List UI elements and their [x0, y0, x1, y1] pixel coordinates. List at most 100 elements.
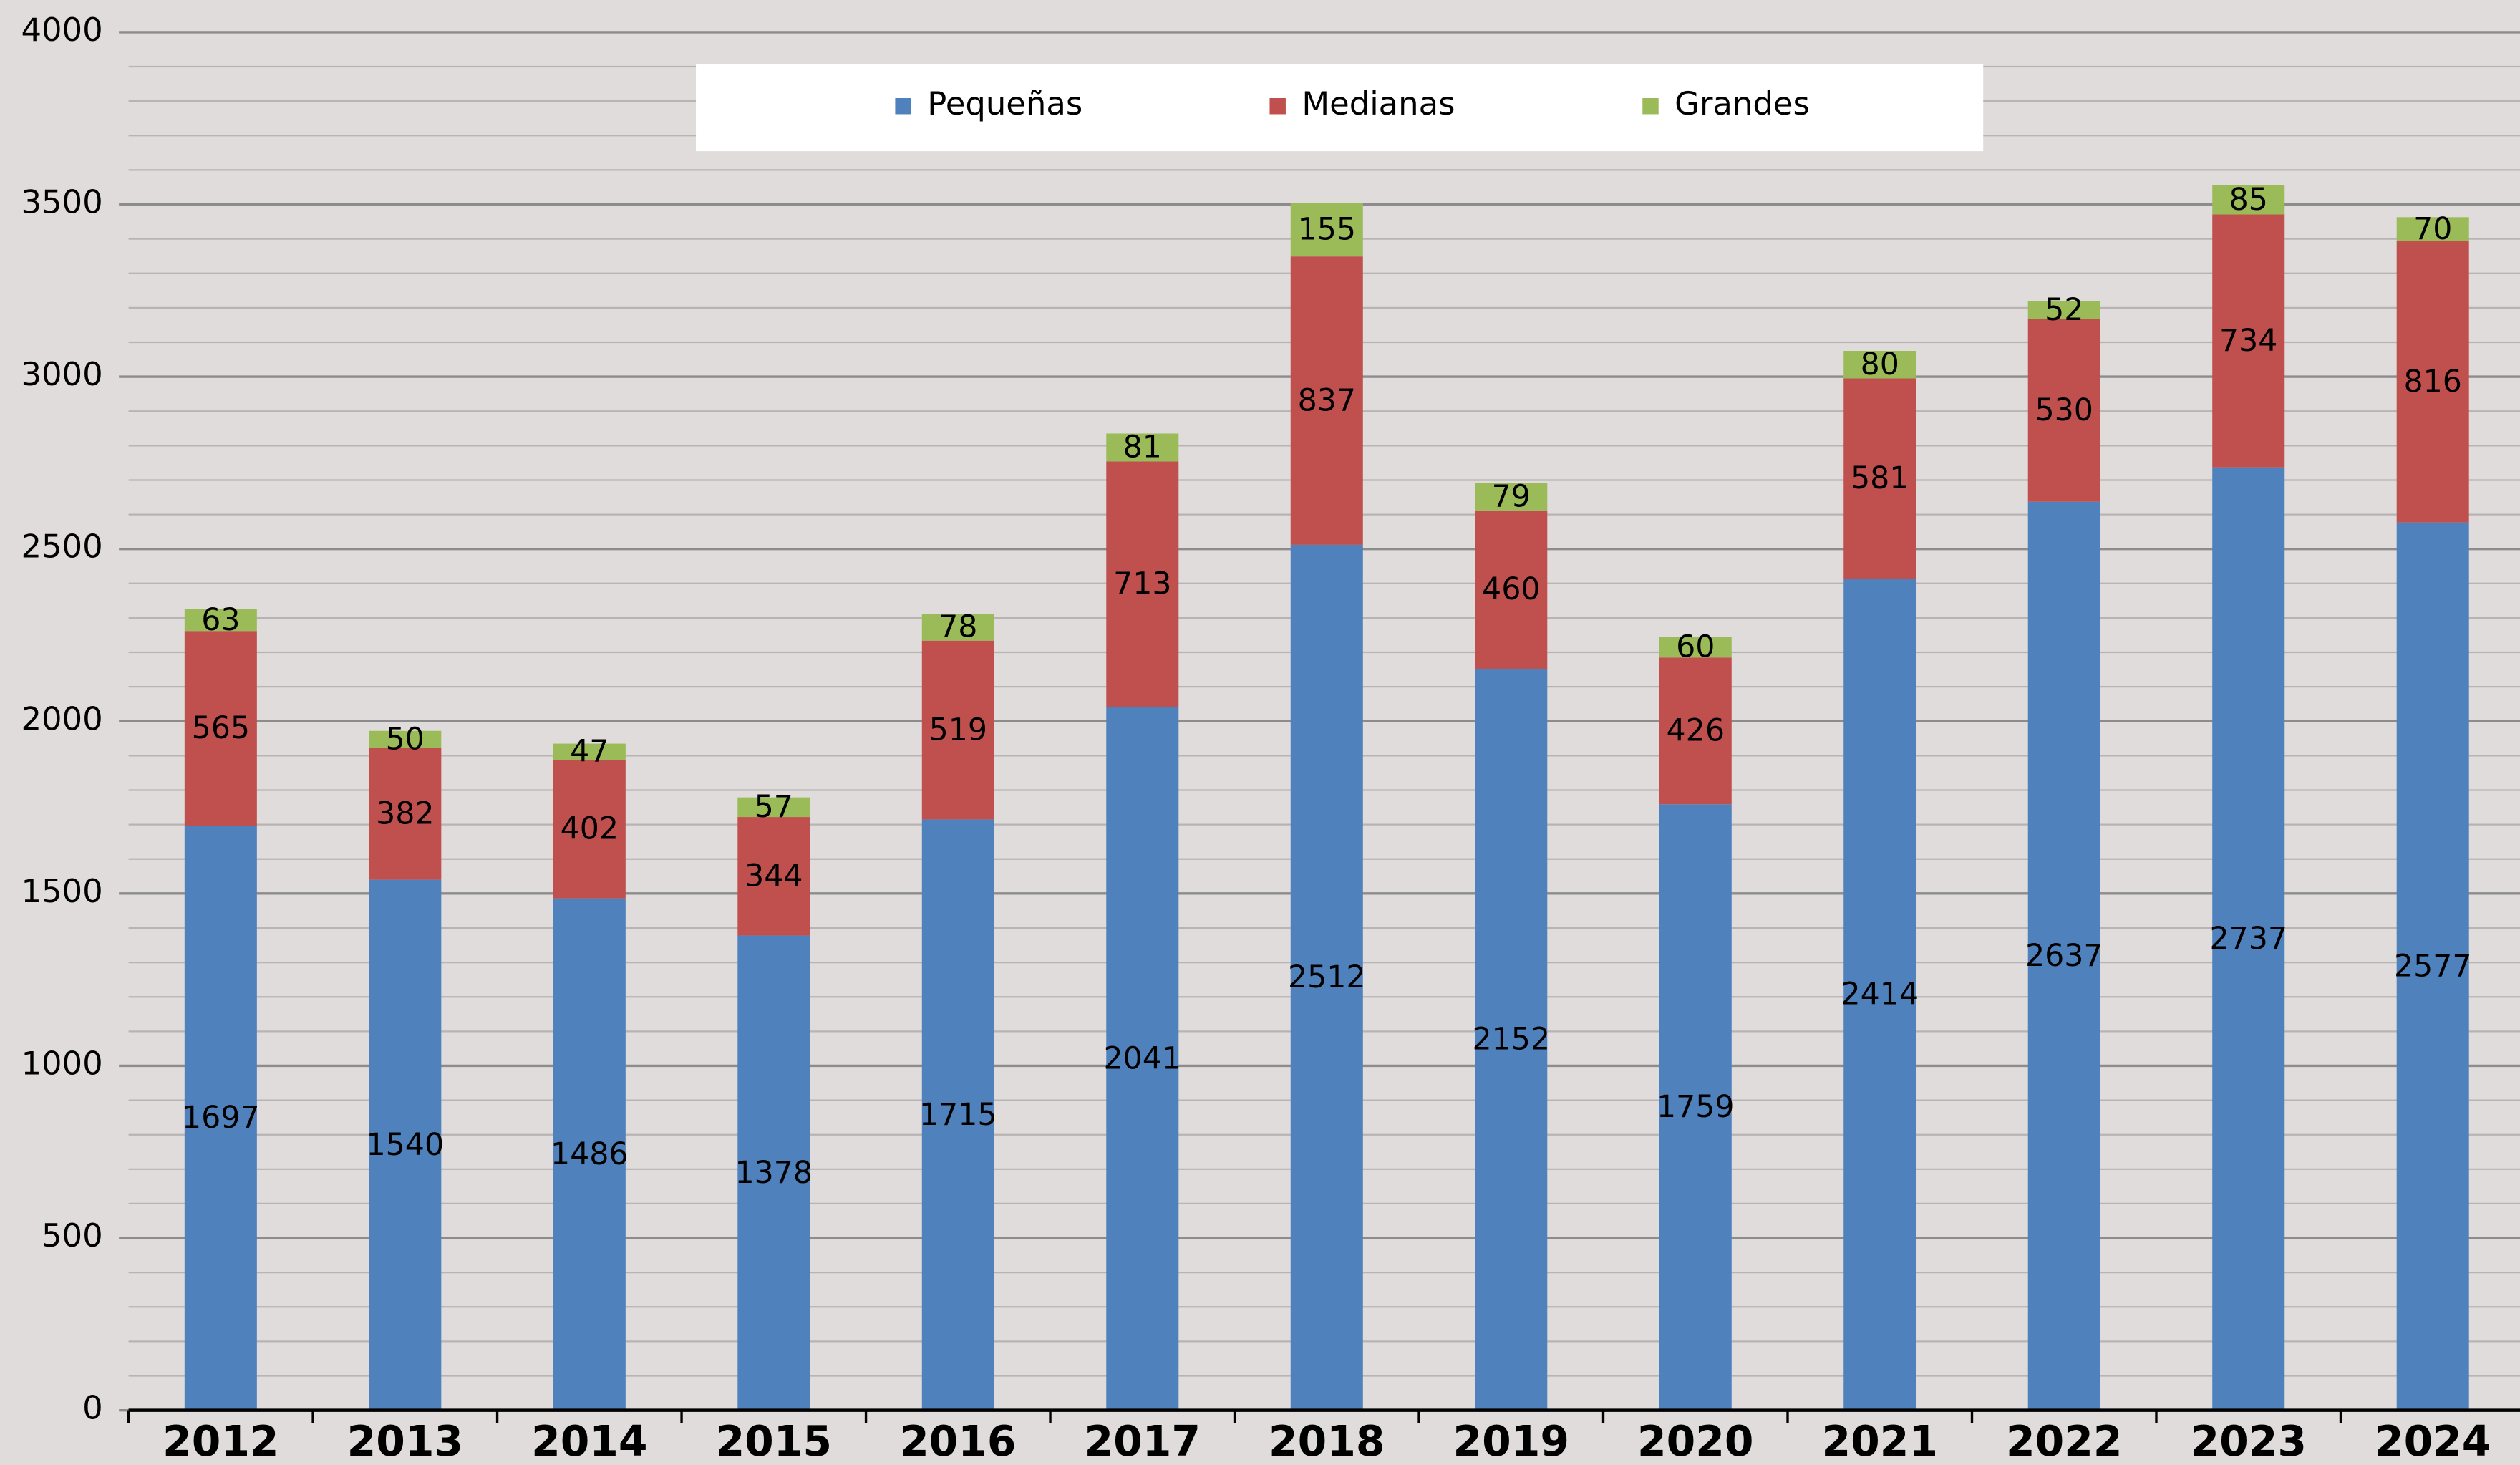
bar-segment [2027, 319, 2100, 502]
bar-segment [1475, 483, 1548, 511]
data-label: 2512 [1288, 959, 1366, 995]
bar-segment [2212, 185, 2285, 215]
data-label: 70 [2413, 211, 2452, 247]
bar-segment [1659, 804, 1732, 1411]
bar-segment [1290, 544, 1363, 1411]
bar-segment [2212, 467, 2285, 1411]
bar-segment [2027, 501, 2100, 1411]
legend-label: Pequeñas [927, 84, 1082, 122]
bar-segment [1659, 637, 1732, 658]
data-label: 80 [1861, 347, 1899, 382]
legend-label: Grandes [1675, 84, 1810, 122]
bar-segment [921, 614, 994, 641]
data-label: 2737 [2209, 921, 2287, 957]
data-label: 816 [2404, 364, 2462, 400]
y-tick-label: 500 [42, 1217, 103, 1254]
bar-segment [2396, 241, 2469, 523]
data-label: 837 [1298, 382, 1356, 418]
y-tick-label: 2500 [21, 528, 102, 566]
y-tick-label: 1000 [21, 1044, 102, 1082]
bar-segment [184, 826, 257, 1411]
bar-segment [1290, 256, 1363, 545]
data-label: 85 [2229, 182, 2268, 218]
data-label: 1486 [551, 1136, 629, 1172]
data-label: 79 [1492, 479, 1531, 515]
bar-segment [1106, 461, 1179, 707]
data-label: 344 [745, 859, 803, 894]
bar-segment [921, 640, 994, 820]
bar-segment [553, 760, 626, 899]
bar-segment [369, 748, 442, 880]
bar-segment [737, 935, 810, 1411]
x-tick-label: 2017 [1085, 1417, 1201, 1465]
data-label: 2577 [2394, 948, 2472, 984]
legend-swatch [1269, 97, 1286, 115]
bar-segment [1475, 669, 1548, 1411]
bar-segment [369, 879, 442, 1411]
bar-segment [1843, 579, 1916, 1411]
bar-segment [737, 817, 810, 936]
x-tick-label: 2018 [1269, 1417, 1385, 1465]
data-label: 2041 [1104, 1040, 1182, 1076]
data-label: 63 [201, 602, 240, 638]
data-label: 1715 [919, 1097, 997, 1133]
bar-segment [553, 898, 626, 1411]
legend-label: Medianas [1302, 84, 1455, 122]
bar-segment [1106, 707, 1179, 1411]
bar-segment [921, 819, 994, 1411]
y-tick-label: 3500 [21, 183, 102, 221]
data-label: 1540 [367, 1127, 445, 1163]
data-label: 565 [192, 710, 250, 746]
x-tick-label: 2023 [2191, 1417, 2307, 1465]
data-label: 734 [2219, 323, 2277, 359]
data-label: 519 [929, 712, 987, 748]
x-tick-label: 2013 [347, 1417, 463, 1465]
x-tick-label: 2022 [2006, 1417, 2122, 1465]
x-tick-label: 2014 [531, 1417, 647, 1465]
data-label: 47 [570, 734, 609, 770]
data-label: 460 [1482, 571, 1540, 607]
data-label: 78 [939, 609, 977, 645]
bar-segment [369, 730, 442, 748]
data-label: 382 [376, 796, 434, 831]
data-label: 52 [2045, 292, 2083, 328]
x-tick-label: 2015 [716, 1417, 832, 1465]
y-tick-label: 4000 [21, 11, 102, 49]
bar-segment [737, 797, 810, 818]
data-label: 81 [1123, 430, 1162, 465]
bar-segment [553, 743, 626, 760]
legend-swatch [895, 97, 911, 115]
data-label: 530 [2035, 392, 2093, 428]
bar-segment [2212, 214, 2285, 468]
x-tick-label: 2024 [2375, 1417, 2491, 1465]
data-label: 1697 [182, 1100, 260, 1136]
data-label: 1378 [735, 1155, 813, 1191]
y-tick-label: 0 [82, 1389, 103, 1427]
data-label: 2637 [2025, 938, 2103, 974]
x-tick-label: 2021 [1822, 1417, 1938, 1465]
x-tick-label: 2020 [1637, 1417, 1753, 1465]
y-tick-label: 3000 [21, 355, 102, 393]
bar-segment [2396, 522, 2469, 1411]
bar-segment [1290, 203, 1363, 257]
bar-segment [1659, 657, 1732, 805]
x-tick-label: 2012 [163, 1417, 278, 1465]
data-label: 581 [1851, 460, 1909, 496]
data-label: 1759 [1657, 1089, 1735, 1125]
bar-segment [1106, 433, 1179, 462]
legend-swatch [1642, 97, 1659, 115]
data-label: 2152 [1472, 1022, 1550, 1058]
data-label: 50 [386, 722, 425, 758]
bar-segment [2396, 217, 2469, 241]
data-label: 155 [1298, 212, 1356, 248]
bar-segment [184, 609, 257, 632]
x-tick-label: 2016 [900, 1417, 1016, 1465]
y-tick-label: 1500 [21, 872, 102, 910]
data-label: 2414 [1841, 977, 1919, 1012]
bar-segment [184, 631, 257, 826]
data-label: 402 [561, 811, 619, 847]
data-label: 60 [1676, 629, 1715, 665]
y-tick-label: 2000 [21, 700, 102, 738]
data-label: 713 [1113, 566, 1171, 602]
